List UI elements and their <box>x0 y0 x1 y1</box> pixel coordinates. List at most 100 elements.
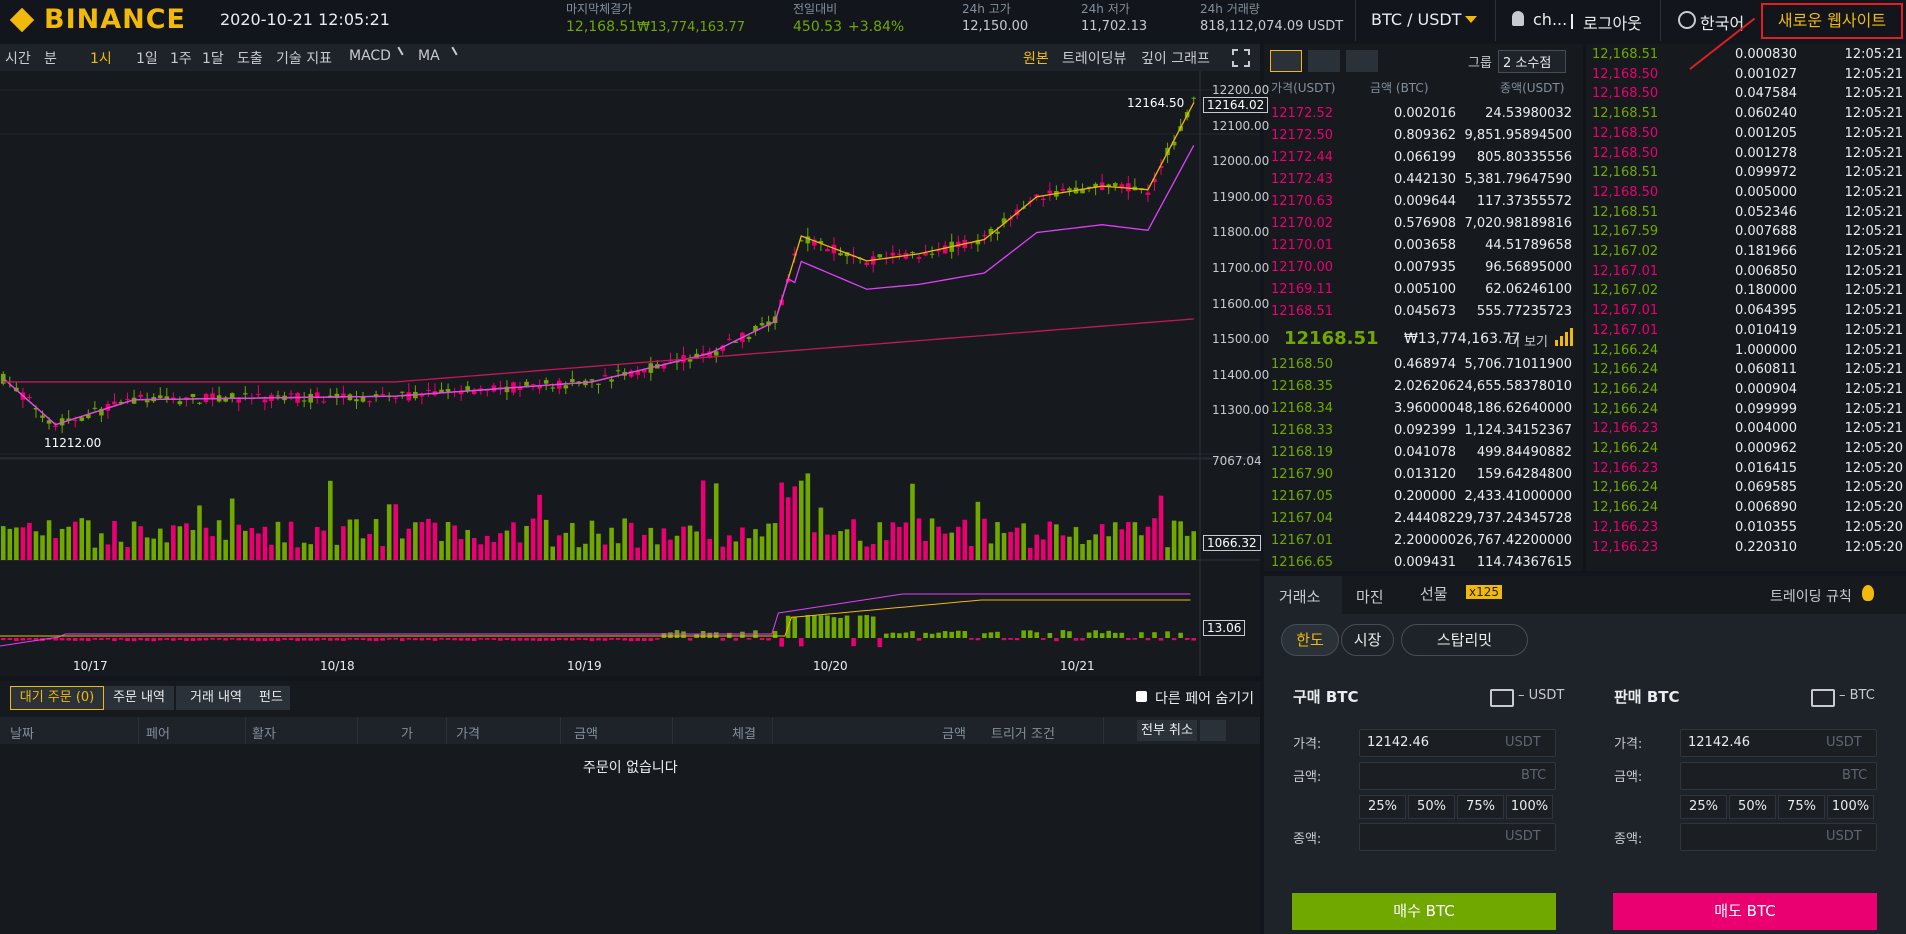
cancel-dropdown[interactable] <box>1200 720 1226 741</box>
submit-button[interactable]: 매수 BTC <box>1292 893 1556 930</box>
toolbar-item[interactable]: 도출 <box>237 51 263 67</box>
toolbar-item[interactable]: MACD <box>349 48 391 64</box>
orders-tab[interactable]: 펀드 <box>252 686 290 710</box>
percent-button[interactable]: 75% <box>1457 795 1504 819</box>
toolbar-item[interactable]: 깊이 그래프 <box>1141 51 1210 67</box>
book-total: 2,433.41000000 <box>1464 489 1572 504</box>
form-tab[interactable]: 거래소 <box>1279 588 1321 606</box>
date-label: 10/18 <box>320 659 355 673</box>
user-name[interactable]: ch... <box>1533 10 1568 29</box>
trade-amount: 0.220310 <box>1734 539 1797 555</box>
cancel-all-button[interactable]: 전부 취소 <box>1137 720 1197 741</box>
amount-input[interactable] <box>1680 762 1877 790</box>
orders-column: 페어 <box>146 727 170 742</box>
candle-body <box>955 241 961 248</box>
new-site-button[interactable]: 새로운 웹사이트 <box>1761 3 1903 39</box>
orders-tab[interactable]: 주문 내역 <box>104 686 174 710</box>
toolbar-item[interactable]: 분 <box>44 51 57 67</box>
toolbar-item[interactable]: 1일 <box>136 51 158 67</box>
macd-bar <box>1040 638 1046 640</box>
candle-body <box>929 253 935 255</box>
orders-tab[interactable]: 대기 주문 (0) <box>10 686 104 710</box>
percent-button[interactable]: 50% <box>1408 795 1455 819</box>
toolbar-item[interactable]: 기술 지표 <box>276 51 332 67</box>
volume-bar <box>314 526 320 560</box>
price-input[interactable] <box>1680 729 1877 757</box>
trading-rules[interactable]: 트레이딩 규칙 <box>1770 589 1852 605</box>
book-view-icon[interactable] <box>1346 50 1378 72</box>
logout[interactable]: 로그아웃 <box>1583 14 1642 33</box>
percent-button[interactable]: 100% <box>1506 795 1553 819</box>
total-input[interactable] <box>1680 823 1877 851</box>
candle-body <box>530 384 536 386</box>
language[interactable]: 한국어 <box>1700 14 1745 33</box>
toolbar-item[interactable]: MA <box>418 48 440 64</box>
pair-selector[interactable]: BTC / USDT <box>1371 10 1462 29</box>
percent-button[interactable]: 100% <box>1827 795 1874 819</box>
moving-average <box>2 145 1195 426</box>
macd-bar <box>622 638 627 641</box>
order-type[interactable]: 스탑리밋 <box>1401 624 1528 656</box>
candle-body <box>406 392 412 401</box>
volume-bar <box>413 522 418 560</box>
book-price: 12167.04 <box>1271 511 1334 526</box>
checkbox[interactable] <box>1136 691 1147 702</box>
percent-button[interactable]: 25% <box>1680 795 1727 819</box>
stat-label: 전일대비 <box>793 2 838 16</box>
group-select[interactable]: 2 소수점 <box>1498 50 1567 73</box>
volume-tag: 1066.32 <box>1203 535 1261 551</box>
total-input[interactable] <box>1359 823 1556 851</box>
macd-bar <box>360 638 366 640</box>
form-tab[interactable]: 마진 <box>1356 588 1384 606</box>
price-input[interactable] <box>1359 729 1556 757</box>
trade-time: 12:05:21 <box>1844 86 1903 102</box>
macd-bar <box>1184 638 1190 640</box>
candle-body <box>92 407 98 409</box>
toolbar-item[interactable]: 1시 <box>90 51 112 67</box>
macd-bar <box>439 638 444 640</box>
form-tab[interactable]: 선물 <box>1420 585 1448 603</box>
volume-bar <box>1178 521 1183 560</box>
volume-bar <box>517 542 523 560</box>
more-link[interactable]: 더 보기 <box>1508 335 1549 350</box>
percent-button[interactable]: 25% <box>1359 795 1406 819</box>
toolbar-item[interactable]: 원본 <box>1023 51 1049 67</box>
candle-body <box>458 391 464 395</box>
fullscreen-icon[interactable] <box>1232 49 1250 67</box>
candle-body <box>844 252 850 257</box>
macd-bar <box>86 638 91 642</box>
candle-body <box>53 425 58 427</box>
volume-bar <box>458 539 464 560</box>
candle-body <box>838 253 843 256</box>
toolbar-item[interactable]: 시간 <box>5 51 31 67</box>
orders-tab[interactable]: 거래 내역 <box>176 686 256 710</box>
macd-bar <box>1119 632 1125 638</box>
candle-body <box>1158 166 1164 169</box>
candle-body <box>864 262 869 266</box>
book-amount: 0.007935 <box>1393 260 1456 275</box>
book-view-icon[interactable] <box>1308 50 1340 72</box>
percent-button[interactable]: 50% <box>1729 795 1776 819</box>
percent-button[interactable]: 75% <box>1778 795 1825 819</box>
book-view-icon[interactable] <box>1270 50 1302 72</box>
book-price: 12166.65 <box>1271 555 1334 570</box>
toolbar-item[interactable]: 1주 <box>170 51 192 67</box>
macd-bar <box>923 632 928 638</box>
order-type[interactable]: 한도 <box>1281 624 1339 656</box>
macd-bar <box>445 638 451 640</box>
toolbar-item[interactable]: 1달 <box>202 51 224 67</box>
price-axis-label: 12000.00 <box>1212 154 1270 169</box>
candle-body <box>1126 183 1131 192</box>
trade-price: 12,166.24 <box>1592 381 1659 397</box>
column-divider <box>772 717 773 744</box>
amount-input[interactable] <box>1359 762 1556 790</box>
book-price: 12167.90 <box>1271 467 1334 482</box>
submit-button[interactable]: 매도 BTC <box>1613 893 1877 930</box>
book-price: 12168.35 <box>1271 379 1334 394</box>
candle-body <box>746 336 752 339</box>
toolbar-item[interactable]: 트레이딩뷰 <box>1062 51 1127 67</box>
book-price: 12170.01 <box>1271 238 1334 253</box>
order-type[interactable]: 시장 <box>1341 624 1394 656</box>
macd-bar <box>583 638 588 641</box>
macd-bar <box>53 638 58 641</box>
